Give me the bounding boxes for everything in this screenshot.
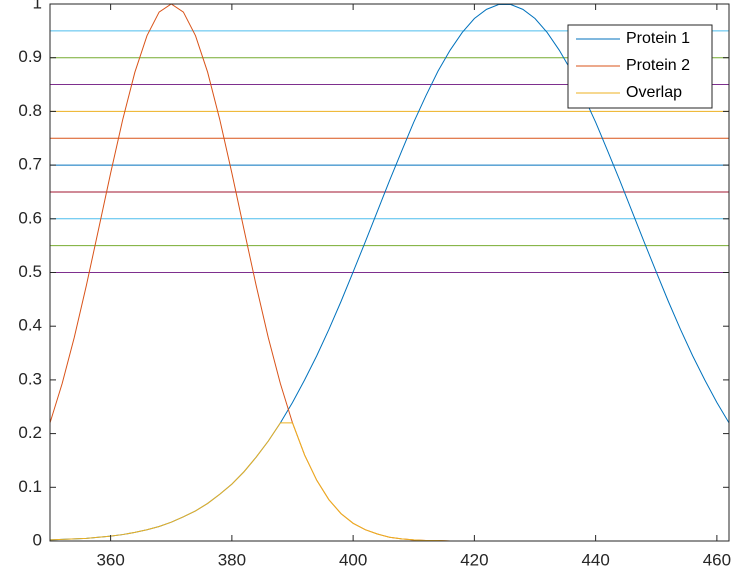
y-tick-label: 0 — [33, 530, 42, 549]
y-tick-label: 0.2 — [18, 423, 42, 442]
y-tick-label: 0.9 — [18, 47, 42, 66]
x-tick-label: 460 — [703, 550, 731, 569]
x-tick-label: 440 — [581, 550, 609, 569]
legend-label: Protein 2 — [626, 57, 690, 74]
y-tick-label: 0.1 — [18, 477, 42, 496]
y-tick-label: 0.8 — [18, 101, 42, 120]
x-tick-label: 420 — [460, 550, 488, 569]
x-tick-label: 360 — [96, 550, 124, 569]
y-tick-label: 0.6 — [18, 208, 42, 227]
legend-label: Overlap — [626, 84, 682, 101]
y-tick-label: 1 — [33, 0, 42, 12]
x-tick-label: 400 — [339, 550, 367, 569]
y-tick-label: 0.5 — [18, 262, 42, 281]
y-tick-label: 0.3 — [18, 369, 42, 388]
y-tick-label: 0.4 — [18, 316, 42, 335]
series-line — [49, 422, 729, 542]
legend: Protein 1 Protein 2 Overlap — [567, 24, 713, 109]
x-tick-label: 380 — [218, 550, 246, 569]
y-tick-label: 0.7 — [18, 155, 42, 174]
legend-label: Protein 1 — [626, 30, 690, 47]
